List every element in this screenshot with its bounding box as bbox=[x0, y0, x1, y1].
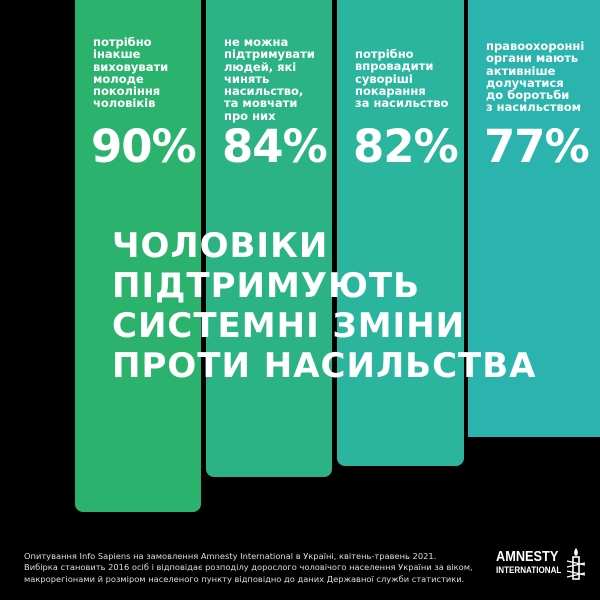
logo-line1: AMNESTY bbox=[496, 548, 559, 565]
headline: ЧОЛОВІКИ ПІДТРИМУЮТЬ СИСТЕМНІ ЗМІНИ ПРОТ… bbox=[112, 226, 536, 386]
amnesty-logo: AMNESTY INTERNATIONAL bbox=[496, 547, 587, 581]
bar-value-label: 77% bbox=[484, 120, 590, 173]
bar-category-label: правоохоронні органи мають активніше дол… bbox=[486, 39, 585, 115]
footnote-line: Опитування Info Sapiens на замовлення Am… bbox=[24, 551, 437, 561]
bar: не можна підтримувати людей, які чинять … bbox=[206, 0, 332, 478]
footnote-line: Вибірка становить 2016 осіб і відповідає… bbox=[24, 562, 473, 573]
bar: потрібно впровадити суворіші покарання з… bbox=[337, 0, 464, 466]
bar-category-label: потрібно впровадити суворіші покарання з… bbox=[355, 47, 449, 111]
footnote: Опитування Info Sapiens на замовлення Am… bbox=[24, 551, 473, 585]
bar-value-label: 84% bbox=[222, 120, 328, 173]
bar: правоохоронні органи мають активніше дол… bbox=[468, 0, 600, 437]
footnote-line: макрорегіонами й розміром населеного пун… bbox=[24, 573, 465, 584]
bar-value-label: 90% bbox=[91, 120, 197, 173]
bar-category-label: потрібно інакше виховувати молоде поколі… bbox=[93, 35, 169, 111]
logo-line2: INTERNATIONAL bbox=[496, 565, 562, 576]
headline-line: ПІДТРИМУЮТЬ bbox=[112, 266, 421, 306]
headline-line: ПРОТИ НАСИЛЬСТВА bbox=[112, 346, 537, 386]
candle-barbed-wire-icon bbox=[566, 548, 586, 580]
headline-line: ЧОЛОВІКИ bbox=[112, 226, 329, 266]
bar-category-label: не можна підтримувати людей, які чинять … bbox=[224, 35, 315, 123]
bar: потрібно інакше виховувати молоде поколі… bbox=[75, 0, 201, 512]
bar-value-label: 82% bbox=[353, 120, 459, 173]
headline-line: СИСТЕМНІ ЗМІНИ bbox=[112, 306, 466, 346]
